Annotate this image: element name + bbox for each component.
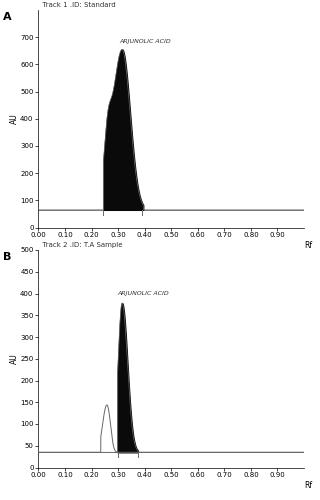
Text: Track 1 .ID: Standard: Track 1 .ID: Standard (38, 2, 116, 8)
Text: Rf: Rf (304, 480, 312, 490)
Text: ARJUNOLIC ACID: ARJUNOLIC ACID (117, 290, 169, 296)
Text: Rf: Rf (304, 240, 312, 250)
Text: B: B (3, 252, 12, 262)
Text: Track 2 .ID: T.A Sample: Track 2 .ID: T.A Sample (38, 242, 123, 248)
Text: A: A (3, 12, 12, 22)
Y-axis label: AU: AU (10, 114, 19, 124)
Y-axis label: AU: AU (10, 354, 19, 364)
Text: ARJUNOLIC ACID: ARJUNOLIC ACID (119, 39, 171, 44)
